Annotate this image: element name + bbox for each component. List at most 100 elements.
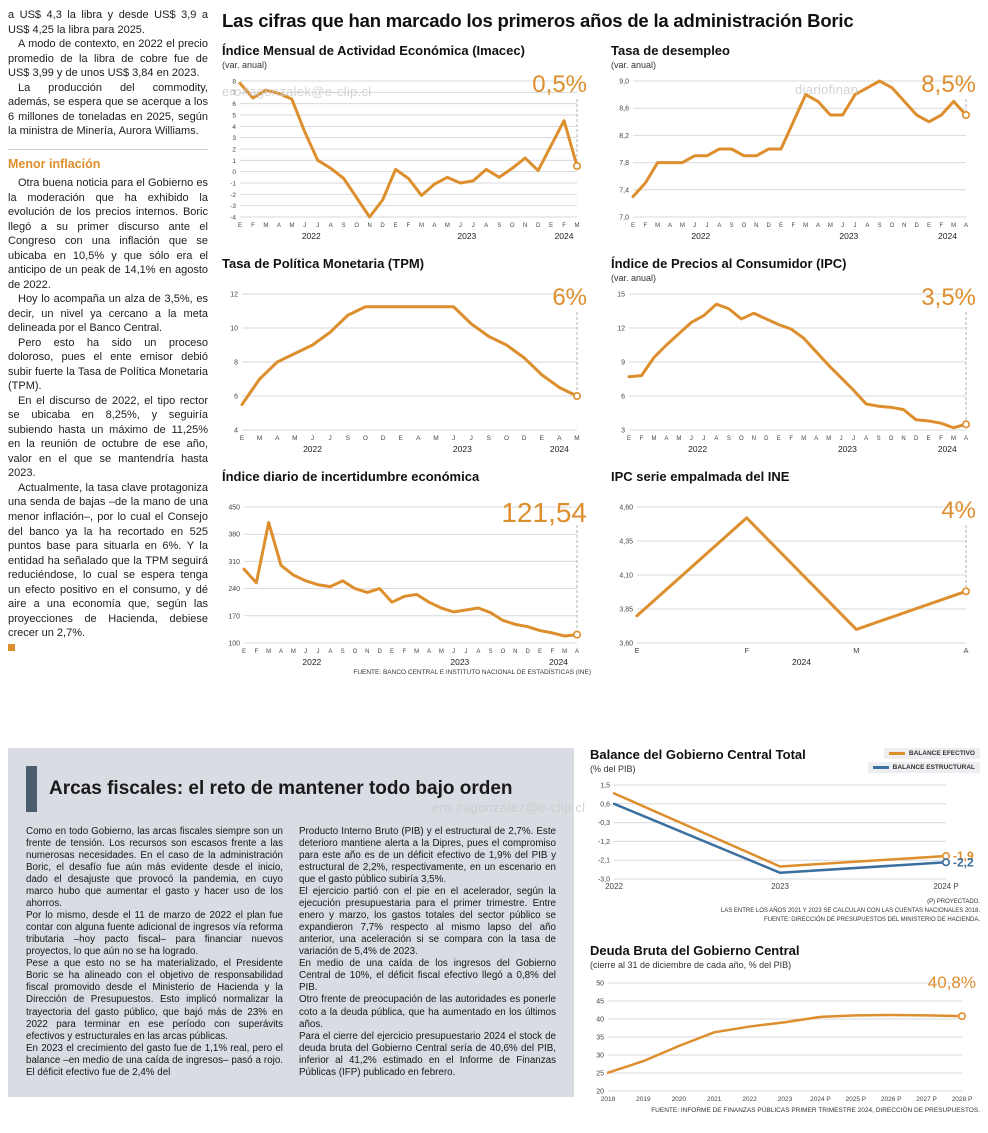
svg-text:100: 100 [228, 640, 240, 647]
svg-text:2023: 2023 [453, 444, 472, 454]
svg-text:O: O [354, 223, 359, 229]
svg-text:2027 P: 2027 P [916, 1096, 937, 1103]
svg-text:-2: -2 [230, 192, 236, 199]
svg-text:E: E [540, 435, 545, 442]
svg-text:-2,2: -2,2 [953, 855, 974, 869]
svg-text:A: A [557, 435, 562, 442]
svg-text:J: J [702, 436, 705, 442]
svg-text:A: A [432, 223, 436, 229]
svg-text:-2,1: -2,1 [598, 857, 610, 864]
svg-text:M: M [951, 223, 956, 229]
fiscal-article-title: Arcas fiscales: el reto de mantener todo… [49, 777, 513, 799]
svg-text:2025 P: 2025 P [845, 1096, 866, 1103]
svg-text:M: M [433, 435, 438, 442]
bottom-section: Arcas fiscales: el reto de mantener todo… [0, 747, 988, 1114]
svg-text:50: 50 [596, 980, 604, 987]
paragraph: Pero esto ha sido un proceso doloroso, p… [8, 336, 208, 393]
svg-text:A: A [717, 223, 721, 229]
svg-text:A: A [668, 223, 672, 229]
svg-text:45: 45 [596, 998, 604, 1005]
svg-text:M: M [853, 646, 859, 655]
svg-text:O: O [353, 649, 358, 655]
svg-text:N: N [902, 223, 906, 229]
svg-text:0: 0 [232, 169, 236, 176]
deuda-plot: 50 45 40 35 30 25 20 2018 2019 2020 2021 2022 2023 20… [590, 973, 980, 1105]
paragraph: Otra buena noticia para el Gobierno es l… [8, 177, 208, 291]
svg-text:O: O [501, 649, 506, 655]
svg-text:8,2: 8,2 [619, 133, 629, 140]
incertidumbre-line [242, 520, 579, 638]
svg-text:-3: -3 [230, 203, 236, 210]
paragraph: FUENTE: DIRECCIÓN DE PRESUPUESTOS DEL MI… [763, 917, 980, 924]
svg-text:M: M [562, 649, 567, 655]
svg-text:M: M [414, 649, 419, 655]
svg-text:3: 3 [621, 427, 625, 434]
paragraph: Hoy lo acompaña un alza de 3,5%, es deci… [8, 293, 208, 335]
tpm-big-value: 6% [552, 283, 587, 311]
paragraph: En el discurso de 2022, el tipo rector s… [8, 394, 208, 480]
svg-text:-1: -1 [230, 180, 236, 187]
svg-text:2022: 2022 [303, 444, 322, 454]
svg-text:2023: 2023 [457, 231, 476, 241]
desempleo-plot: 9,0 8,6 8,2 7,8 7,4 7,0 E F M A M J J A S O N D E F M A M J J A S O… [611, 71, 980, 241]
svg-text:2024: 2024 [792, 657, 811, 667]
svg-text:O: O [742, 223, 747, 229]
svg-text:O: O [890, 223, 895, 229]
svg-text:S: S [727, 436, 731, 442]
svg-text:M: M [439, 649, 444, 655]
svg-text:6: 6 [621, 393, 625, 400]
svg-text:J: J [329, 435, 332, 442]
svg-text:J: J [706, 223, 709, 229]
svg-text:2022: 2022 [688, 444, 707, 454]
svg-text:8: 8 [234, 359, 238, 366]
svg-text:M: M [445, 223, 450, 229]
svg-text:2020: 2020 [672, 1096, 687, 1103]
svg-text:M: M [680, 223, 685, 229]
svg-text:O: O [739, 436, 744, 442]
svg-text:A: A [865, 223, 869, 229]
svg-text:2023: 2023 [450, 657, 469, 667]
svg-text:2023: 2023 [778, 1096, 793, 1103]
svg-text:12: 12 [617, 325, 625, 332]
svg-text:J: J [317, 649, 320, 655]
svg-text:A: A [277, 223, 281, 229]
svg-text:N: N [523, 223, 527, 229]
end-point-marker [941, 851, 950, 860]
svg-text:380: 380 [228, 532, 240, 539]
svg-text:F: F [562, 223, 566, 229]
svg-text:25: 25 [596, 1070, 604, 1077]
balance-legend: BALANCE EFECTIVO BALANCE ESTRUCTURAL [867, 747, 980, 773]
svg-text:J: J [693, 223, 696, 229]
svg-text:F: F [643, 223, 647, 229]
svg-text:F: F [251, 223, 255, 229]
svg-text:450: 450 [228, 504, 240, 511]
desempleo-svg: 9,08,68,27,87,47,0E F M A M J J A S O N D E F M A M J J A S O… [619, 78, 970, 241]
svg-text:E: E [549, 223, 553, 229]
svg-text:J: J [470, 435, 473, 442]
svg-text:M: M [826, 436, 831, 442]
fiscal-column-1: Como en todo Gobierno, las arcas fiscale… [26, 826, 283, 1079]
svg-text:4: 4 [232, 124, 236, 131]
svg-text:2024 P: 2024 P [810, 1096, 831, 1103]
svg-text:6: 6 [234, 393, 238, 400]
svg-text:2022: 2022 [742, 1096, 757, 1103]
svg-text:M: M [575, 223, 580, 229]
svg-text:N: N [365, 649, 369, 655]
chart-title-tpm: Tasa de Política Monetaria (TPM) [222, 255, 425, 271]
svg-text:J: J [841, 223, 844, 229]
svg-text:35: 35 [596, 1034, 604, 1041]
svg-text:5: 5 [232, 112, 236, 119]
svg-text:-0,3: -0,3 [598, 820, 610, 827]
svg-text:2022: 2022 [302, 231, 321, 241]
chart-title-incertidumbre: Índice diario de incertidumbre económica [222, 468, 480, 484]
charts-grid: Índice Mensual de Actividad Económica (I… [222, 43, 980, 676]
svg-text:J: J [854, 223, 857, 229]
svg-text:M: M [289, 223, 294, 229]
svg-text:M: M [419, 223, 424, 229]
svg-text:A: A [484, 223, 488, 229]
svg-text:O: O [889, 436, 894, 442]
end-point-marker [572, 391, 581, 400]
